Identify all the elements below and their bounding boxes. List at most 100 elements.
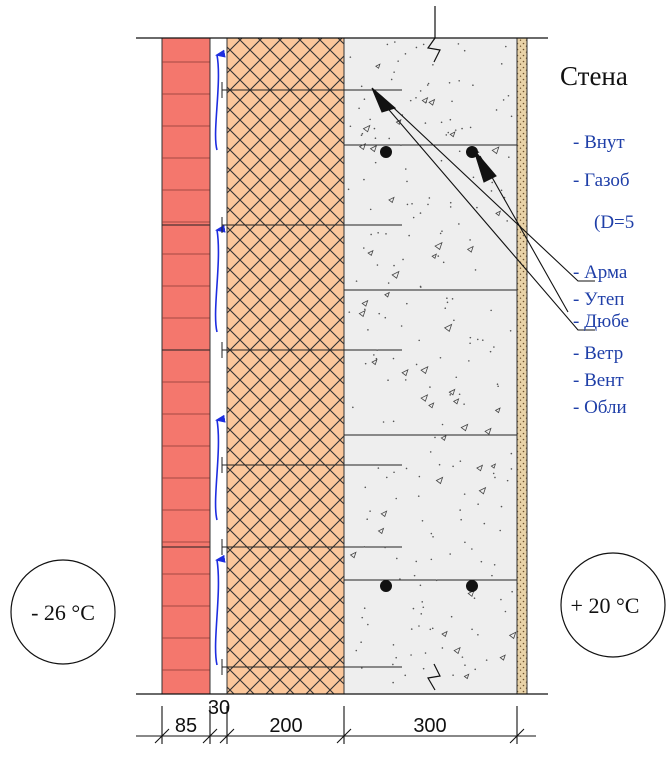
aggregate-dot — [366, 518, 369, 520]
aggregate-dot — [471, 548, 473, 550]
aggregate-dot — [441, 423, 444, 426]
aggregate-dot — [451, 298, 454, 300]
aggregate-dot — [438, 463, 441, 466]
aggregate-dot — [412, 607, 415, 610]
aggregate-mark — [384, 291, 390, 298]
aggregate-mark — [428, 98, 436, 106]
aggregate-mark — [476, 464, 484, 472]
dimension-air-gap: 30 — [208, 697, 230, 719]
aggregate-mark — [490, 463, 497, 469]
aggregate-dot — [464, 541, 466, 544]
aggregate-dot — [392, 681, 394, 684]
aggregate-mark — [460, 423, 469, 432]
aggregate-dot — [493, 563, 496, 566]
aggregate-dot — [449, 553, 451, 555]
legend-item: - Ветр — [573, 343, 623, 364]
aggregate-dot — [369, 510, 371, 512]
aggregate-dot — [428, 197, 431, 199]
aggregate-mark — [401, 369, 409, 377]
aggregate-dot — [449, 206, 452, 208]
aggregate-dot — [361, 616, 364, 619]
aggregate-dot — [461, 656, 464, 658]
aggregate-dot — [432, 536, 434, 538]
aggregate-dot — [474, 269, 477, 271]
aggregate-dot — [496, 383, 499, 386]
air-flow-arrow — [214, 49, 226, 151]
aggregate-dot — [412, 216, 415, 219]
brick-layer — [161, 37, 344, 695]
aggregate-dot — [446, 297, 448, 300]
reinforcement-bar — [380, 146, 392, 158]
aggregate-dot — [415, 363, 418, 366]
aggregate-dot — [424, 652, 427, 654]
aggregate-dot — [355, 280, 358, 282]
aggregate-mark — [431, 253, 438, 259]
aggregate-dot — [425, 101, 428, 103]
aggregate-dot — [367, 623, 369, 626]
aggregate-dot — [459, 460, 462, 462]
aggregate-dot — [504, 610, 507, 613]
aggregate-dot — [449, 118, 452, 121]
aggregate-dot — [349, 125, 352, 128]
aggregate-mark — [448, 388, 456, 396]
aggregate-dot — [459, 509, 461, 511]
aggregate-dot — [440, 159, 443, 162]
aggregate-dot — [508, 156, 510, 158]
aggregate-dot — [422, 43, 425, 46]
aggregate-mark — [369, 144, 378, 153]
aggregate-dot — [477, 503, 479, 505]
aggregate-dot — [468, 360, 470, 362]
aggregate-dot — [402, 258, 404, 261]
aggregate-dot — [427, 82, 430, 85]
aggregate-mark — [361, 299, 369, 307]
aggregate-dot — [491, 181, 494, 184]
aggregate-dot — [392, 644, 395, 646]
aggregate-dot — [370, 233, 372, 236]
aggregate-dot — [369, 208, 372, 211]
aggregate-dot — [415, 97, 417, 99]
aggregate-dot — [360, 641, 362, 644]
aggregate-dot — [483, 522, 486, 525]
aggregate-dot — [449, 394, 452, 396]
aggregate-dot — [396, 557, 398, 560]
aggregate-dot — [421, 519, 424, 522]
aggregate-mark — [494, 407, 501, 414]
aggregate-dot — [469, 342, 471, 345]
aggregate-mark — [367, 249, 374, 257]
aggregate-dot — [485, 659, 488, 661]
aggregate-dot — [473, 597, 476, 600]
aggregate-dot — [363, 98, 366, 101]
aggregate-dot — [431, 627, 434, 630]
aggregate-dot — [499, 529, 502, 532]
aggregate-dot — [500, 189, 503, 192]
aggregate-dot — [481, 339, 484, 341]
aggregate-dot — [364, 486, 367, 489]
aggregate-dot — [469, 336, 472, 339]
aggregate-dot — [358, 107, 360, 110]
aggregate-dot — [424, 122, 427, 124]
aggregate-dot — [464, 664, 466, 666]
legend-item: - Вент — [573, 370, 624, 391]
aggregate-dot — [489, 350, 492, 353]
aggregate-dot — [355, 649, 358, 652]
reinforcement-bar — [380, 580, 392, 592]
aggregate-mark — [388, 196, 395, 204]
aggregate-dot — [441, 230, 443, 232]
legend-item: (D=5 — [594, 212, 634, 233]
aggregate-dot — [397, 60, 399, 62]
aggregate-dot — [440, 121, 443, 124]
aggregate-dot — [429, 451, 432, 453]
legend: - Внут - Газоб (D=5 - Арма - Утеп - Дюбе… — [573, 132, 634, 418]
aggregate-dot — [444, 307, 447, 310]
aggregate-dot — [510, 468, 513, 470]
aggregate-dot — [413, 574, 416, 577]
aggregate-dot — [500, 505, 503, 508]
aggregate-dot — [454, 129, 457, 131]
aggregate-dot — [434, 436, 436, 439]
aggregate-dot — [430, 558, 433, 561]
aggregate-mark — [495, 210, 502, 217]
insulation-layer — [226, 37, 345, 695]
aggregate-dot — [502, 99, 505, 101]
aggregate-dot — [445, 134, 448, 136]
